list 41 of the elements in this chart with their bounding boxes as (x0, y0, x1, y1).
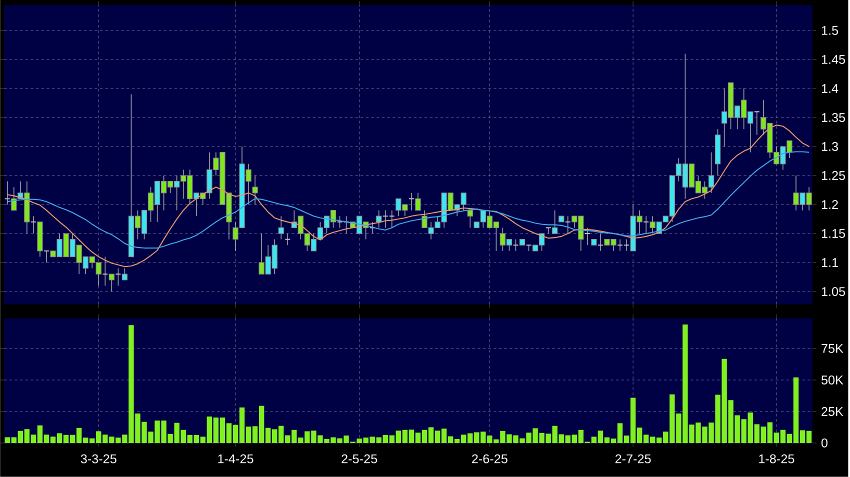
candlestick (597, 233, 604, 252)
line-series (6, 124, 810, 268)
candlestick (252, 175, 258, 205)
candlestick (408, 192, 414, 211)
y-tick-label: 1.25 (822, 171, 846, 180)
candlestick (415, 192, 421, 211)
candlestick (584, 227, 590, 246)
x-tick-label: 2-6-25 (472, 454, 508, 464)
candlestick (754, 111, 760, 136)
y-tick-label: 0 (821, 438, 828, 448)
y-tick-label: 1.1 (822, 258, 838, 267)
y-tick-label: 75K (822, 344, 844, 353)
y-tick-label: 1.05 (822, 287, 846, 296)
candlestick (30, 216, 36, 234)
candlestick (467, 210, 473, 228)
x-tick-label: 3-3-25 (80, 454, 116, 464)
y-tick-label: 1.5 (822, 26, 838, 35)
candlestick (552, 210, 558, 234)
y-tick-label: 25K (822, 407, 844, 416)
x-tick-label: 2-7-25 (615, 454, 651, 464)
candlestick (564, 216, 571, 234)
y-tick-label: 1.15 (822, 229, 846, 238)
candlestick (43, 250, 50, 263)
x-tick-label: 2-5-25 (342, 454, 378, 464)
candlestick (278, 216, 284, 240)
candlestick (284, 233, 291, 246)
x-tick-label: 1-4-25 (218, 454, 254, 464)
candlestick (643, 216, 650, 234)
candlestick (376, 210, 382, 228)
y-tick-label: 1.4 (822, 84, 838, 93)
candlestick (108, 274, 114, 292)
y-tick-label: 50K (821, 376, 844, 385)
candlestick (122, 268, 128, 280)
x-tick-label: 1-8-25 (759, 454, 794, 464)
candlestick (4, 180, 10, 205)
y-tick-label: 1.2 (822, 200, 838, 209)
candlestick (102, 256, 108, 286)
candlestick (115, 268, 122, 286)
y-tick-label: 1.35 (822, 113, 846, 122)
y-tick-label: 1.45 (822, 55, 846, 64)
y-tick-label: 1.3 (822, 142, 838, 152)
